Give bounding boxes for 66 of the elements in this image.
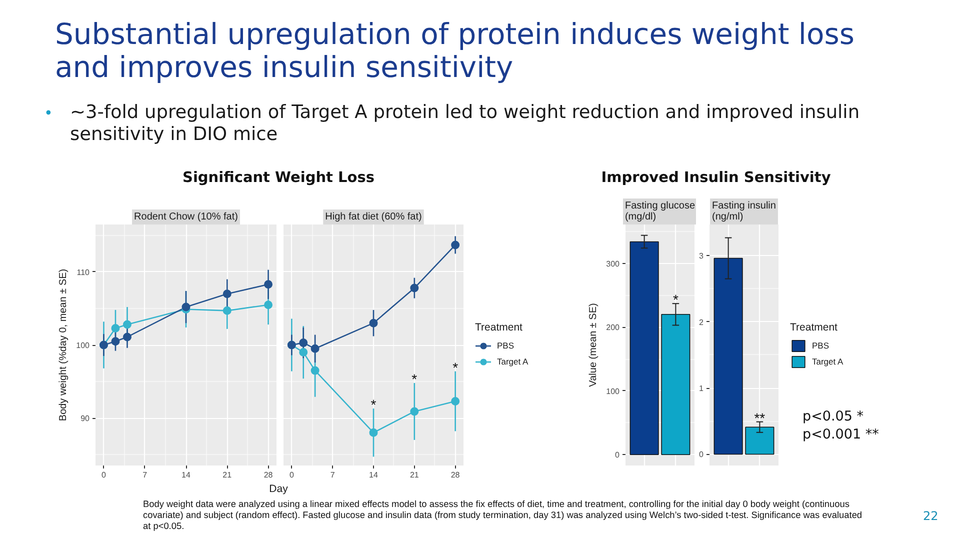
point bbox=[369, 318, 378, 328]
text: Improved Insulin Sensitivity bbox=[600, 169, 832, 188]
y-tick-label: 2 bbox=[699, 318, 704, 327]
point bbox=[222, 306, 232, 315]
text: Substantial upregulation of protein induces weight loss and improves insulin sensitivity bbox=[55, 17, 856, 84]
annotation: * bbox=[412, 370, 418, 387]
point bbox=[122, 320, 132, 329]
legend-title: Treatment bbox=[790, 321, 838, 333]
chart-title: High fat diet (60% fat) bbox=[325, 212, 422, 222]
y-tick-label: 100 bbox=[606, 386, 620, 396]
y-axis-title: Value (mean ± SE) bbox=[588, 303, 600, 387]
x-tick-label: 7 bbox=[330, 470, 336, 480]
point bbox=[222, 290, 232, 298]
y-tick-label: 300 bbox=[606, 259, 620, 268]
y-tick-label: 1 bbox=[699, 384, 704, 394]
point bbox=[369, 428, 378, 437]
point bbox=[111, 337, 120, 346]
point bbox=[264, 300, 273, 310]
y-tick-label: 200 bbox=[606, 323, 620, 332]
annotation: ** bbox=[754, 410, 766, 426]
chart-title: Fasting glucose (mg/dl) bbox=[624, 200, 696, 222]
point bbox=[451, 396, 460, 406]
y-tick-label: 0 bbox=[615, 450, 620, 460]
point bbox=[451, 240, 460, 250]
y-axis-title: Body weight (%day 0, mean ± SE) bbox=[58, 268, 70, 422]
y-tick-label: 3 bbox=[699, 252, 704, 261]
y-tick-label: 100 bbox=[76, 341, 90, 350]
annotation: * bbox=[452, 359, 459, 376]
x-tick-label: 14 bbox=[182, 470, 191, 480]
x-tick-label: 0 bbox=[289, 470, 294, 480]
point bbox=[410, 284, 419, 292]
chart-title: Rodent Chow (10% fat) bbox=[134, 212, 238, 222]
point bbox=[310, 366, 320, 375]
chart-title: Fasting insulin (ng/ml) bbox=[712, 200, 776, 222]
legend-label: PBS bbox=[497, 340, 516, 350]
x-tick-label: 0 bbox=[102, 470, 107, 480]
legend-label: PBS bbox=[812, 340, 830, 350]
x-axis-title: Day bbox=[268, 482, 289, 496]
point bbox=[299, 348, 308, 357]
legend-title: Treatment bbox=[475, 321, 524, 333]
x-tick-label: 28 bbox=[264, 470, 274, 480]
annotation: * bbox=[370, 396, 377, 413]
text: • bbox=[44, 103, 54, 124]
x-tick-label: 21 bbox=[222, 470, 232, 480]
point bbox=[122, 332, 132, 342]
x-tick-label: 14 bbox=[369, 470, 378, 480]
point bbox=[310, 344, 320, 353]
legend-label: Target A bbox=[812, 356, 844, 366]
x-tick-label: 28 bbox=[450, 470, 460, 480]
x-tick-label: 21 bbox=[410, 470, 420, 480]
point bbox=[299, 338, 308, 348]
point bbox=[264, 280, 273, 289]
point bbox=[111, 324, 120, 332]
annotation: * bbox=[672, 292, 679, 308]
y-tick-label: 110 bbox=[76, 268, 90, 277]
text: 22 bbox=[923, 508, 940, 525]
y-tick-label: 0 bbox=[699, 450, 704, 460]
legend-label: Target A bbox=[497, 356, 528, 366]
text: p<0.05 * bbox=[802, 408, 864, 424]
y-tick-label: 90 bbox=[80, 414, 90, 424]
text: ~3-fold upregulation of Target A protein led to weight reduction and improved insulin sensitivity in DIO mice bbox=[70, 101, 861, 146]
point bbox=[410, 407, 419, 416]
text: Body weight data were analyzed using a linear mixed effects model to assess the fix effects of diet, time and treatment, controlling for the initial day 0 body weight (continuous covariate) and subject (random effect). Fasted glucose and insulin data (from study termination, day 31) was analyzed using Welch’s two-sided t-test. Significance was evaluated at p<0.05. bbox=[143, 498, 864, 532]
text: p<0.001 ** bbox=[802, 426, 880, 442]
text: Significant Weight Loss bbox=[182, 169, 376, 188]
x-tick-label: 7 bbox=[142, 470, 148, 480]
